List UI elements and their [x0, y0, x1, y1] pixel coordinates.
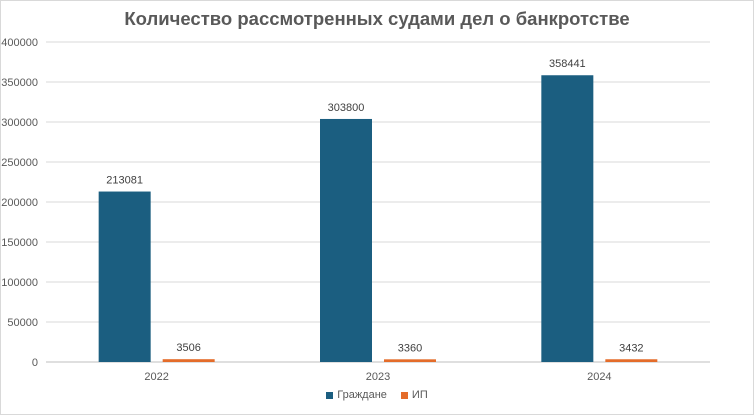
y-tick-label: 200000 — [1, 197, 38, 209]
x-tick-label: 2024 — [587, 371, 611, 383]
y-tick-label: 250000 — [1, 157, 38, 169]
legend-swatch-series-1 — [326, 391, 334, 399]
y-tick-label: 150000 — [1, 237, 38, 249]
y-tick-label: 300000 — [1, 117, 38, 129]
y-tick-label: 100000 — [1, 277, 38, 289]
bar-2 — [162, 359, 215, 362]
x-tick-label: 2022 — [144, 371, 168, 383]
bar-2 — [384, 359, 436, 362]
data-label: 3506 — [176, 342, 200, 354]
y-tick-label: 400000 — [1, 37, 38, 49]
bar-2 — [605, 359, 658, 362]
y-tick-label: 350000 — [1, 77, 38, 89]
legend: Граждане ИП — [0, 389, 754, 401]
y-tick-label: 50000 — [7, 317, 38, 329]
data-label: 3432 — [619, 342, 643, 354]
chart-title: Количество рассмотренных судами дел о ба… — [124, 8, 630, 29]
x-tick-label: 2023 — [366, 371, 390, 383]
legend-item-series-2: ИП — [400, 389, 428, 401]
bar-1 — [98, 191, 151, 362]
y-tick-label: 0 — [32, 357, 38, 369]
legend-item-series-1: Граждане — [326, 389, 387, 401]
legend-label-series-2: ИП — [411, 389, 428, 401]
legend-label-series-1: Граждане — [337, 389, 387, 401]
bar-1 — [541, 75, 594, 363]
data-label: 303800 — [328, 102, 365, 114]
data-label: 358441 — [549, 58, 586, 70]
legend-swatch-series-2 — [400, 391, 408, 399]
data-label: 213081 — [106, 175, 143, 187]
bar-1 — [320, 118, 372, 363]
data-label: 3360 — [398, 342, 422, 354]
